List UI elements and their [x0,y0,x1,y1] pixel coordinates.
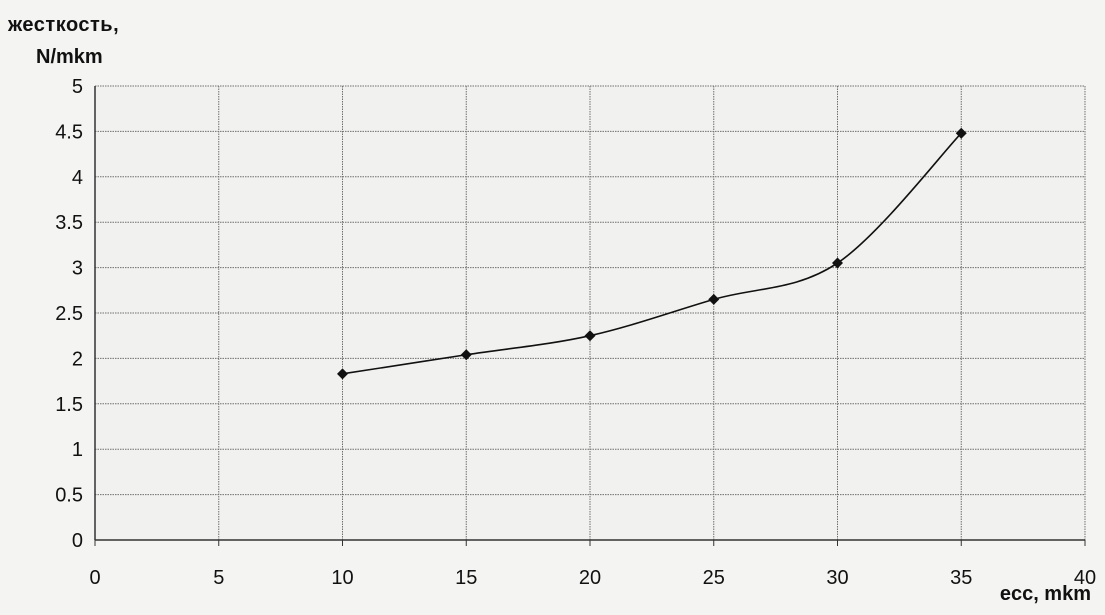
series-line [342,132,962,375]
y-axis-unit: N/mkm [36,46,103,68]
x-tick-label: 25 [703,567,725,589]
y-tick-label: 0.5 [55,485,83,507]
y-tick-label: 4.5 [55,121,83,143]
y-tick-label: 1.5 [55,394,83,416]
axes [94,86,1086,546]
y-tick-label: 0 [72,530,83,552]
grid [95,85,1086,541]
data-point-marker [708,293,720,305]
x-tick-label: 20 [579,567,601,589]
x-tick-label: 30 [826,567,848,589]
y-tick-label: 1 [72,439,83,461]
series-line-path [342,132,962,375]
x-tick-label: 15 [455,567,477,589]
x-tick-label: 40 [1074,567,1096,589]
y-tick-label: 4 [72,167,83,189]
data-markers [337,127,967,380]
data-point-marker [955,127,967,139]
y-tick-label: 2.5 [55,303,83,325]
y-tick-label: 3 [72,258,83,280]
data-point-marker [337,368,348,380]
y-tick-label: 2 [72,348,83,370]
x-tick-label: 5 [213,567,224,589]
x-axis-label: ecc, mkm [999,583,1091,605]
y-tick-label: 5 [72,76,83,98]
data-point-marker [832,257,843,269]
data-point-marker [460,349,472,361]
y-tick-label: 3.5 [55,212,83,234]
x-tick-label: 35 [950,567,972,589]
x-tick-label: 10 [331,567,353,589]
x-tick-label: 0 [89,567,100,589]
y-axis-label: жесткость, [8,14,120,36]
data-point-marker [584,330,596,342]
tick-labels: 0 0.5 1 1.5 2 2.5 3 3.5 4 4.5 5 0 5 10 15 20 25 30 35 40 [55,76,1096,589]
